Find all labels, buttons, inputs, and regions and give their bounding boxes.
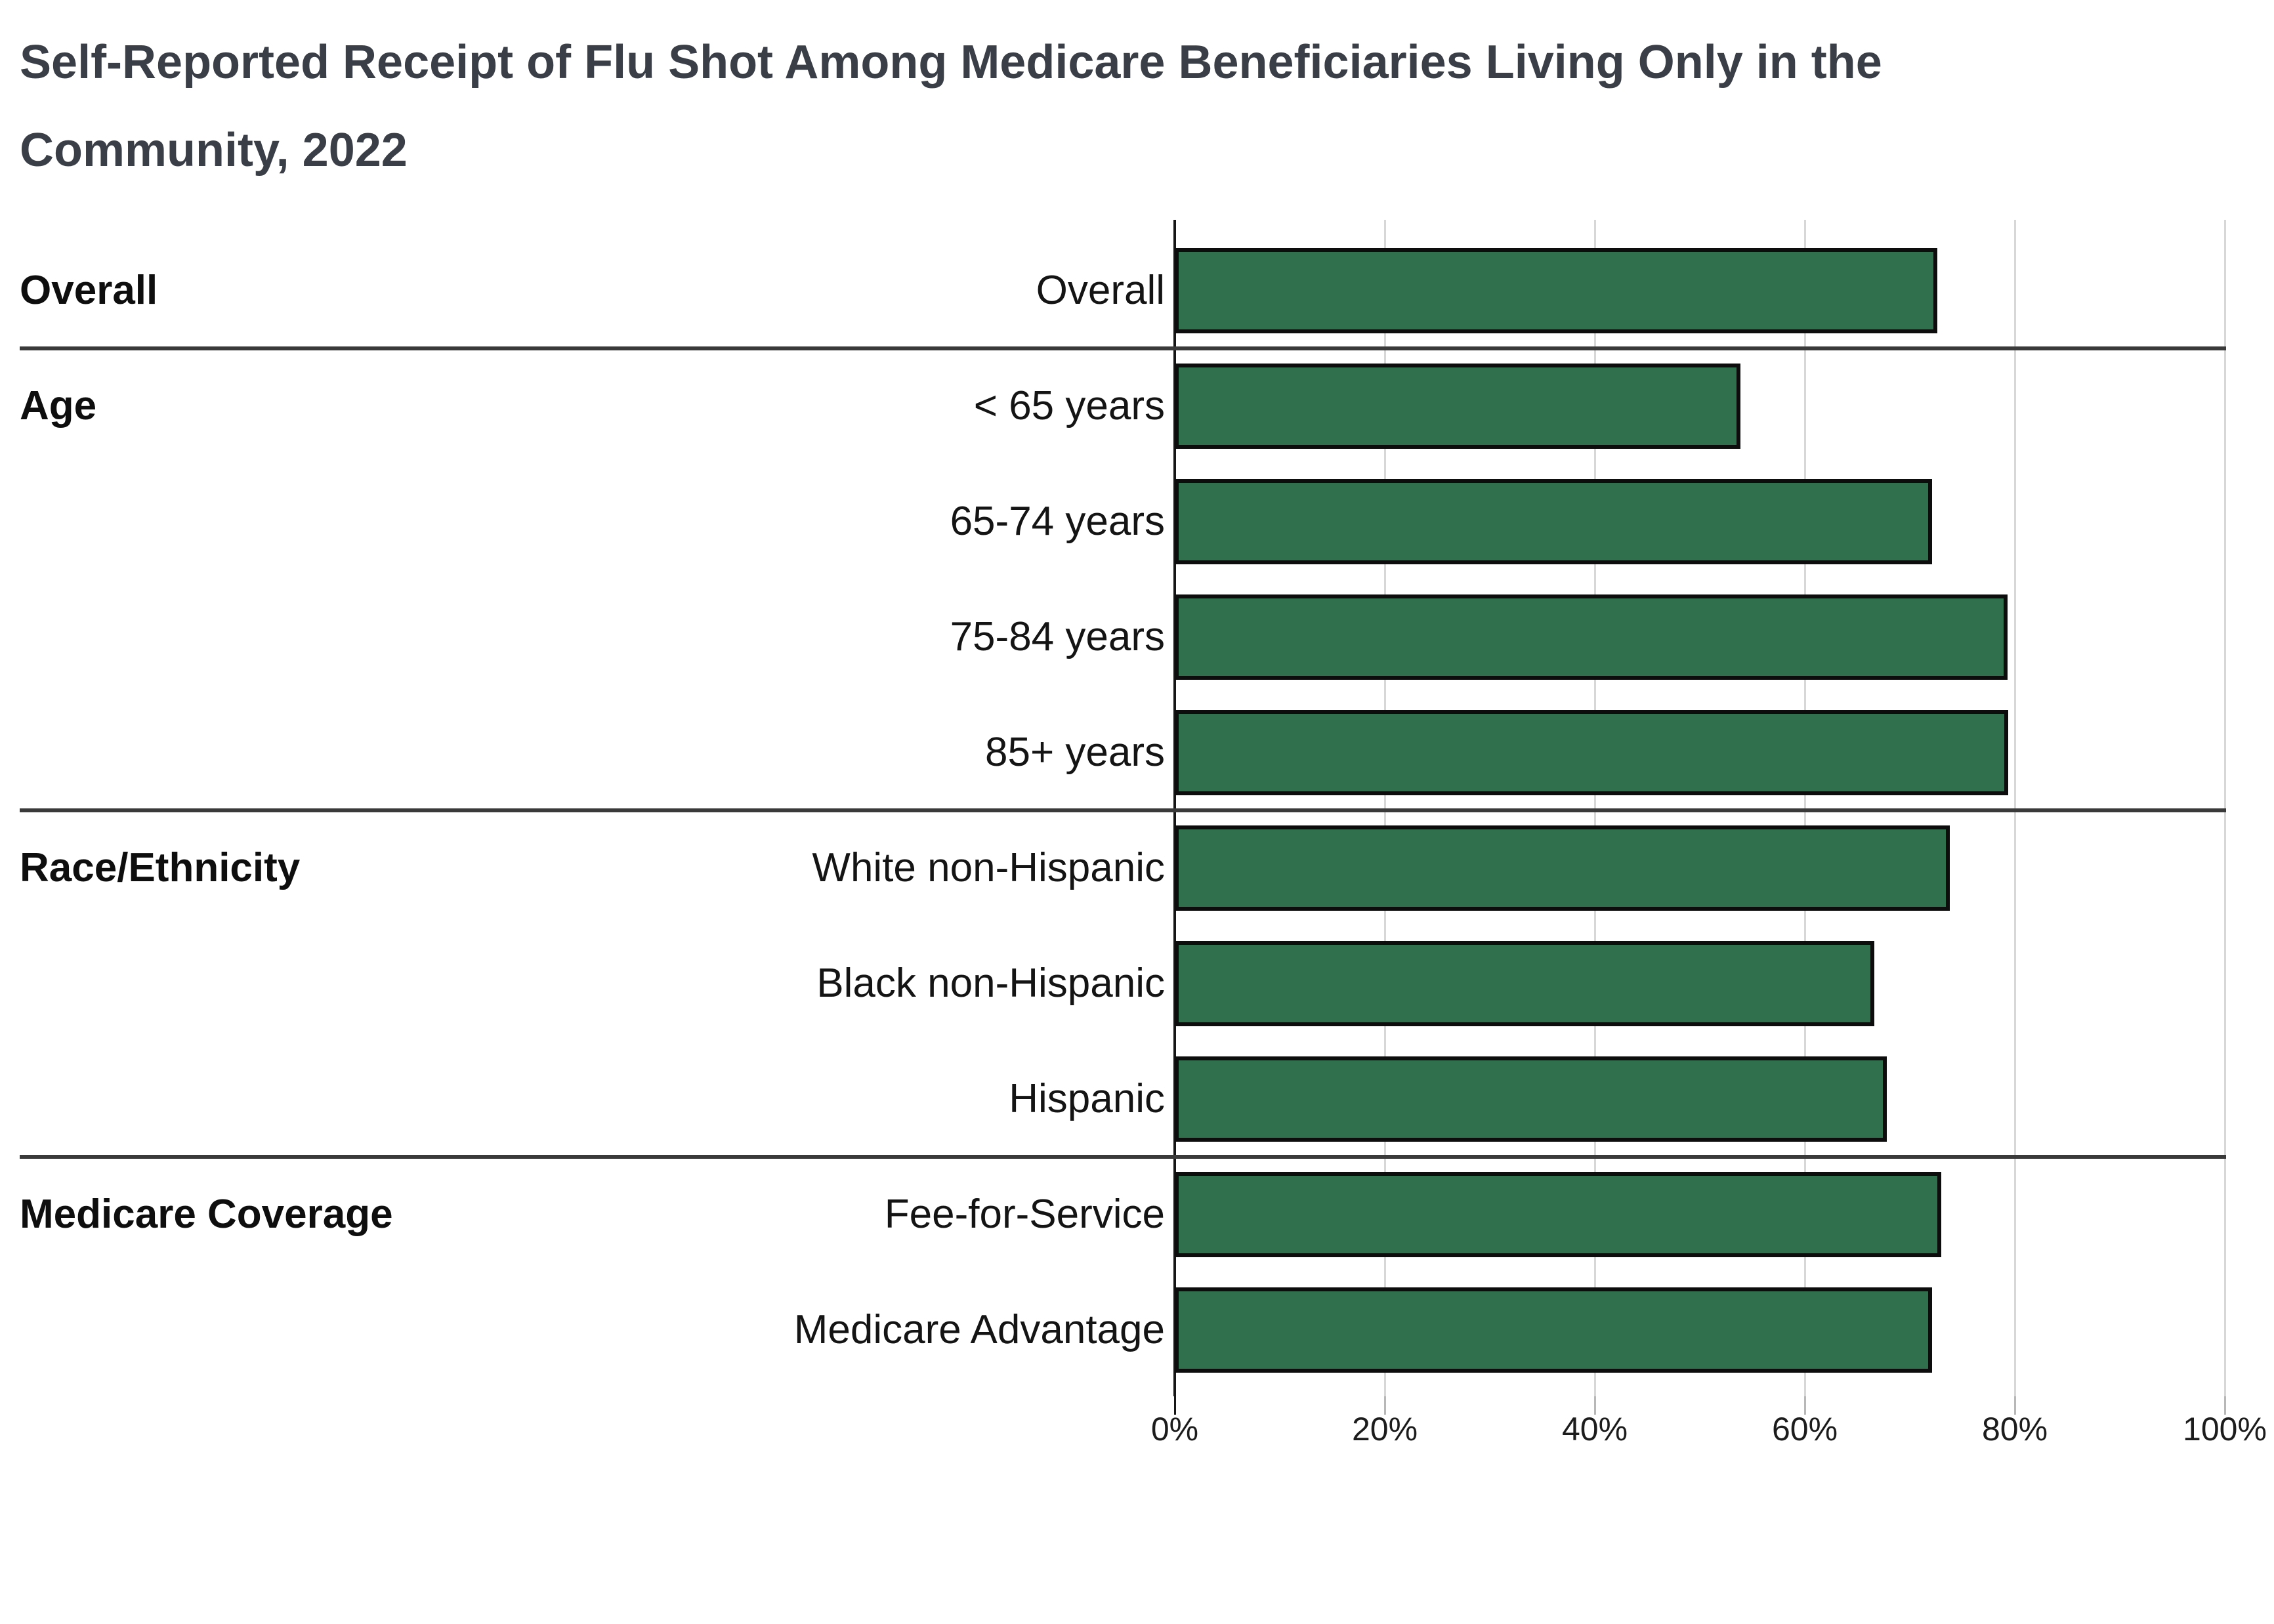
axis-tick-40 [1594,1396,1596,1415]
gridline-80 [2014,220,2016,1396]
row-label: 65-74 years [950,499,1165,544]
group-separator [20,808,2226,812]
x-tick-label: 100% [2183,1411,2267,1447]
gridline-100 [2224,220,2226,1396]
x-tick-label: 40% [1561,1411,1628,1447]
bar [1175,1056,1887,1142]
chart-title-line-2: Community, 2022 [20,124,408,177]
group-label: Overall [20,268,158,313]
bar [1175,710,2008,795]
bar [1175,479,1932,564]
axis-tick-0 [1174,1396,1176,1415]
row-label: Medicare Advantage [793,1307,1165,1352]
row-label: 75-84 years [950,614,1165,659]
row-label: Hispanic [1009,1076,1165,1121]
bar [1175,594,2008,680]
row-label: < 65 years [973,383,1165,428]
row-label: 85+ years [984,730,1165,775]
bar [1175,941,1874,1026]
gridline-40 [1594,220,1596,1396]
group-separator [20,1155,2226,1159]
gridline-60 [1804,220,1806,1396]
gridline-20 [1384,220,1386,1396]
bar [1175,248,1937,333]
axis-tick-100 [2224,1396,2226,1415]
group-label: Race/Ethnicity [20,845,301,890]
chart-title-line-1: Self-Reported Receipt of Flu Shot Among … [20,36,1882,89]
row-label: Overall [1036,268,1165,313]
row-label: Fee-for-Service [884,1192,1165,1237]
row-label: White non-Hispanic [812,845,1165,890]
row-label: Black non-Hispanic [816,961,1165,1006]
axis-tick-80 [2014,1396,2016,1415]
axis-zero-line [1173,220,1176,1396]
group-separator [20,346,2226,350]
bar [1175,1172,1941,1257]
bar [1175,364,1740,449]
bar [1175,1287,1932,1373]
axis-tick-20 [1384,1396,1386,1415]
group-label: Age [20,383,97,428]
x-tick-label: 80% [1981,1411,2048,1447]
axis-tick-60 [1804,1396,1806,1415]
x-tick-label: 60% [1771,1411,1838,1447]
x-tick-label: 20% [1351,1411,1418,1447]
group-label: Medicare Coverage [20,1192,393,1237]
x-tick-label: 0% [1150,1411,1199,1447]
bar [1175,825,1950,911]
chart-title: Self-Reported Receipt of Flu Shot Among … [20,18,2225,194]
